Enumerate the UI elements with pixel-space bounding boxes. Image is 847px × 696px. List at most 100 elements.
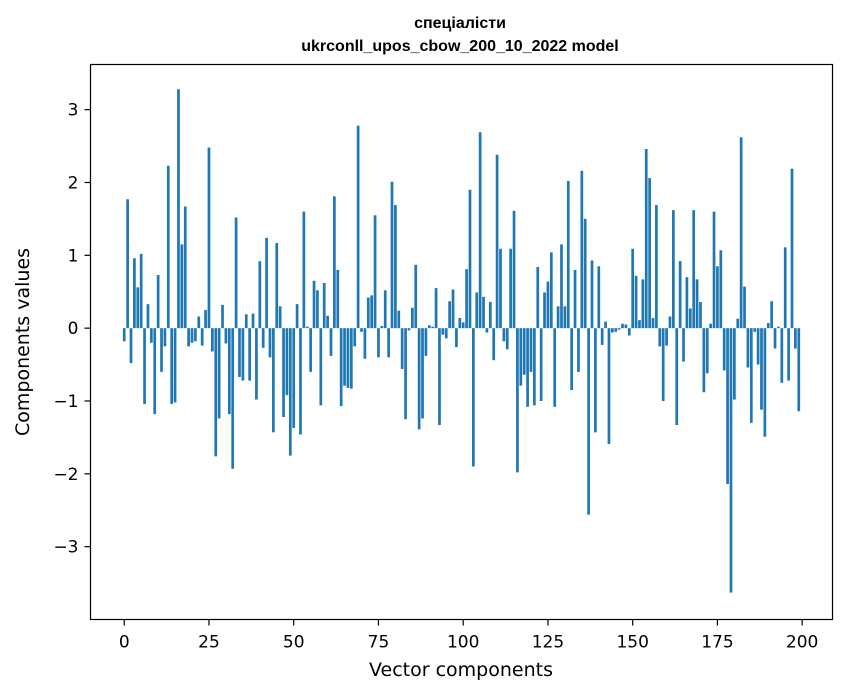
bar-52 [299,328,302,435]
bar-81 [397,310,401,329]
bar-171 [702,328,706,393]
bar-88 [421,328,424,419]
bar-69 [356,125,360,329]
bar-125 [546,281,550,329]
bar-1 [126,199,129,329]
bar-75 [377,328,380,358]
bar-119 [526,328,529,407]
bar-11 [160,328,163,372]
bar-38 [251,313,255,329]
bar-167 [688,308,692,329]
bar-191 [770,301,774,329]
bar-77 [383,290,387,329]
bar-159 [661,328,665,401]
bar-140 [597,266,601,329]
bar-7 [146,304,150,329]
bar-145 [614,328,618,332]
bar-76 [380,325,384,329]
bar-99 [458,317,462,329]
bar-113 [505,328,509,350]
bar-121 [533,328,536,406]
bar-156 [651,317,655,329]
bar-162 [672,210,675,329]
bar-165 [682,328,685,362]
bar-104 [475,292,479,329]
bar-89 [424,328,428,356]
bar-195 [783,247,787,329]
bar-189 [763,328,767,437]
bar-78 [387,328,390,358]
x-tick-label: 75 [368,633,390,653]
bar-185 [749,328,753,423]
bar-62 [333,196,336,329]
bar-5 [139,253,143,329]
bar-22 [197,316,201,329]
bar-172 [705,328,709,374]
bar-20 [190,328,194,343]
bar-6 [143,328,146,404]
x-axis-label: Vector components [369,659,553,681]
bar-13 [166,165,170,329]
bar-160 [665,328,668,346]
bar-86 [414,264,418,329]
bar-123 [539,328,543,401]
bar-157 [655,205,658,329]
bar-43 [268,328,272,358]
bar-118 [522,328,526,375]
bar-53 [302,211,306,329]
bar-177 [722,328,726,371]
bar-18 [183,206,187,329]
x-tick-label: 175 [701,633,733,653]
bar-79 [390,181,394,329]
y-axis-ticks: −3 −2 −1 0 1 2 3 [53,101,91,558]
bar-101 [465,269,468,329]
bar-70 [360,328,363,332]
x-tick-label: 150 [616,633,648,653]
x-tick-label: 125 [532,633,564,653]
bar-148 [624,324,628,329]
x-tick-label: 100 [447,633,479,653]
bar-33 [234,217,238,329]
y-tick-label: 0 [68,319,79,339]
bar-36 [244,314,248,329]
bar-114 [509,248,512,329]
bar-51 [295,304,299,329]
bar-194 [780,328,784,383]
bar-21 [194,328,197,342]
y-tick-label: 2 [68,173,79,193]
bar-84 [407,328,411,331]
bar-40 [258,261,262,329]
bar-23 [200,328,204,346]
bar-80 [394,205,397,329]
bar-170 [699,301,702,329]
bar-184 [746,328,750,368]
bar-9 [153,328,157,415]
bar-107 [485,328,489,333]
bar-197 [790,168,794,329]
bar-67 [349,328,353,389]
x-tick-label: 200 [786,633,818,653]
bar-94 [441,328,445,335]
bar-16 [177,89,180,329]
bar-60 [326,315,329,329]
bar-111 [499,248,502,329]
bar-153 [641,279,645,329]
bar-139 [594,328,597,433]
bar-61 [329,328,333,356]
bar-142 [604,321,607,329]
bar-30 [224,328,228,344]
bar-130 [563,306,567,329]
bar-90 [427,325,431,329]
bars [122,89,801,593]
bar-115 [512,210,516,329]
bar-137 [587,328,590,515]
bar-58 [319,328,323,406]
bar-95 [444,328,448,339]
bar-150 [631,248,635,329]
bar-155 [648,178,651,329]
bar-110 [495,154,499,329]
y-tick-label: −2 [53,465,78,485]
bar-19 [187,328,190,347]
bar-161 [668,316,672,329]
bar-72 [366,297,370,329]
